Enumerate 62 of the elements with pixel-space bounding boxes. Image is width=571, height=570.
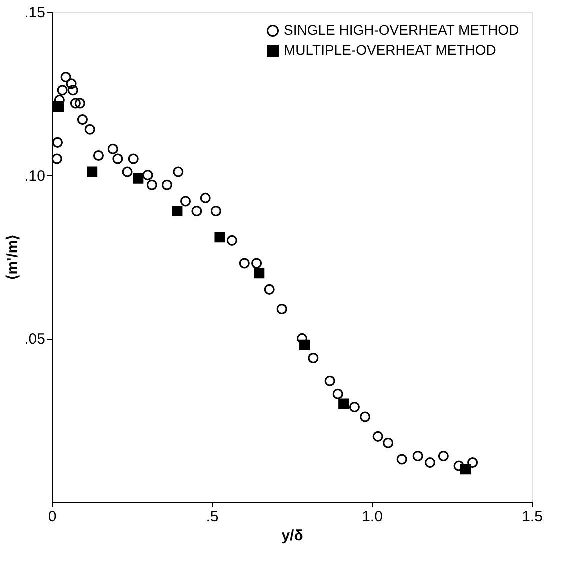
point: [324, 376, 336, 386]
legend-label: SINGLE HIGH-OVERHEAT METHOD: [284, 22, 520, 38]
point: [438, 451, 449, 462]
point: [264, 284, 275, 295]
point: [396, 454, 408, 465]
point: [133, 173, 144, 184]
point: [70, 98, 81, 109]
point: [412, 451, 424, 462]
point: [254, 268, 265, 279]
point: [74, 98, 86, 109]
x-tick-label: 1.5: [522, 508, 543, 526]
point: [372, 431, 384, 442]
point: [252, 258, 262, 269]
point: [239, 258, 250, 269]
x-axis-title: y/δ: [282, 528, 304, 544]
y-axis-title: ⟨m'/m⟩: [4, 234, 22, 281]
point: [349, 402, 360, 413]
point: [360, 412, 371, 422]
point: [454, 460, 464, 472]
point: [84, 124, 96, 135]
point: [112, 154, 124, 164]
point: [52, 154, 62, 164]
point: [308, 353, 319, 364]
point: [128, 154, 139, 164]
point: [180, 196, 192, 207]
point: [226, 235, 238, 246]
point: [192, 206, 202, 217]
point: [173, 166, 184, 178]
x-tick-label: 1.0: [362, 508, 383, 526]
point: [296, 333, 308, 344]
point: [338, 398, 350, 410]
y-tick-label: .05: [24, 331, 46, 348]
x-tick-label: .5: [206, 508, 219, 526]
point: [108, 144, 118, 154]
point: [53, 101, 64, 112]
point: [87, 166, 98, 178]
point: [52, 137, 64, 148]
y-tick-label: .10: [24, 168, 46, 185]
point: [468, 458, 478, 468]
point: [332, 388, 344, 400]
point: [122, 166, 133, 178]
point: [214, 232, 226, 243]
point: [200, 192, 211, 204]
point: [460, 464, 472, 475]
point: [383, 438, 394, 448]
legend-label: MULTIPLE-OVERHEAT METHOD: [284, 42, 496, 58]
point: [424, 458, 436, 468]
point: [57, 85, 68, 96]
point: [93, 150, 104, 161]
x-tick-label: 0: [48, 508, 57, 526]
y-tick-label: .15: [24, 4, 46, 22]
point: [276, 304, 288, 315]
point: [66, 78, 77, 90]
point: [77, 114, 88, 126]
point: [60, 72, 72, 83]
point: [142, 170, 154, 181]
point: [162, 180, 172, 190]
point: [146, 180, 158, 190]
point: [210, 206, 222, 217]
point: [172, 206, 183, 217]
point: [300, 340, 310, 350]
point: [68, 85, 78, 96]
